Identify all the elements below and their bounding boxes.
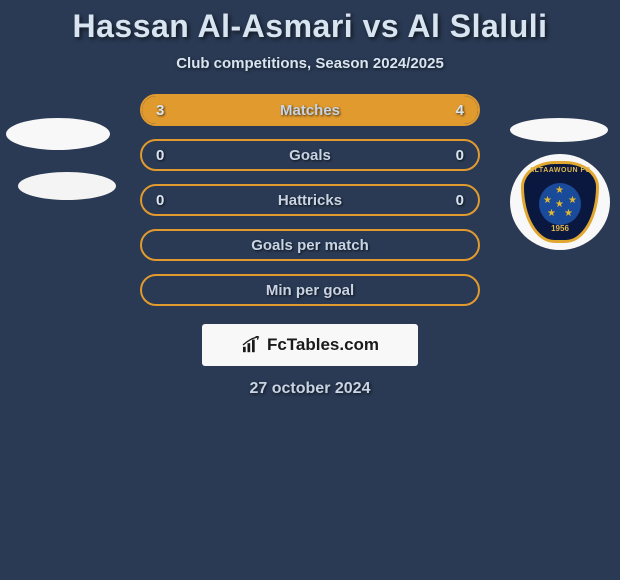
stat-right-value: 0 [456, 147, 464, 164]
stat-right-value: 4 [456, 102, 464, 119]
stat-label: Goals [289, 147, 331, 164]
stat-row: 0 Hattricks 0 [140, 184, 480, 216]
badge-center: ★ ★ ★ ★ ★ ★ [539, 183, 581, 225]
stat-right-value: 0 [456, 192, 464, 209]
stat-label: Goals per match [251, 237, 369, 254]
stat-label: Min per goal [266, 282, 354, 299]
right-player-logos: ALTAAWOUN FC ★ ★ ★ ★ ★ ★ 1956 [510, 118, 610, 250]
left-logo-placeholder-2 [18, 172, 116, 200]
right-logo-placeholder-1 [510, 118, 608, 142]
shield-icon: ALTAAWOUN FC ★ ★ ★ ★ ★ ★ 1956 [521, 161, 599, 243]
left-logo-placeholder-1 [6, 118, 110, 150]
stat-row: Goals per match [140, 229, 480, 261]
stat-left-value: 0 [156, 147, 164, 164]
stat-label: Matches [280, 102, 340, 119]
stats-card: Hassan Al-Asmari vs Al Slaluli Club comp… [0, 0, 620, 398]
brand-text: FcTables.com [267, 335, 379, 355]
club-badge: ALTAAWOUN FC ★ ★ ★ ★ ★ ★ 1956 [510, 154, 610, 250]
left-player-logos [6, 118, 116, 200]
chart-icon [241, 336, 263, 354]
brand-box[interactable]: FcTables.com [202, 324, 418, 366]
stat-row: Min per goal [140, 274, 480, 306]
stat-left-value: 0 [156, 192, 164, 209]
badge-top-text: ALTAAWOUN FC [521, 167, 599, 174]
subtitle: Club competitions, Season 2024/2025 [0, 55, 620, 72]
page-title: Hassan Al-Asmari vs Al Slaluli [0, 8, 620, 45]
badge-year: 1956 [521, 224, 599, 233]
stat-row: 3 Matches 4 [140, 94, 480, 126]
stat-label: Hattricks [278, 192, 342, 209]
stat-row: 0 Goals 0 [140, 139, 480, 171]
date-text: 27 october 2024 [0, 380, 620, 398]
stat-left-value: 3 [156, 102, 164, 119]
